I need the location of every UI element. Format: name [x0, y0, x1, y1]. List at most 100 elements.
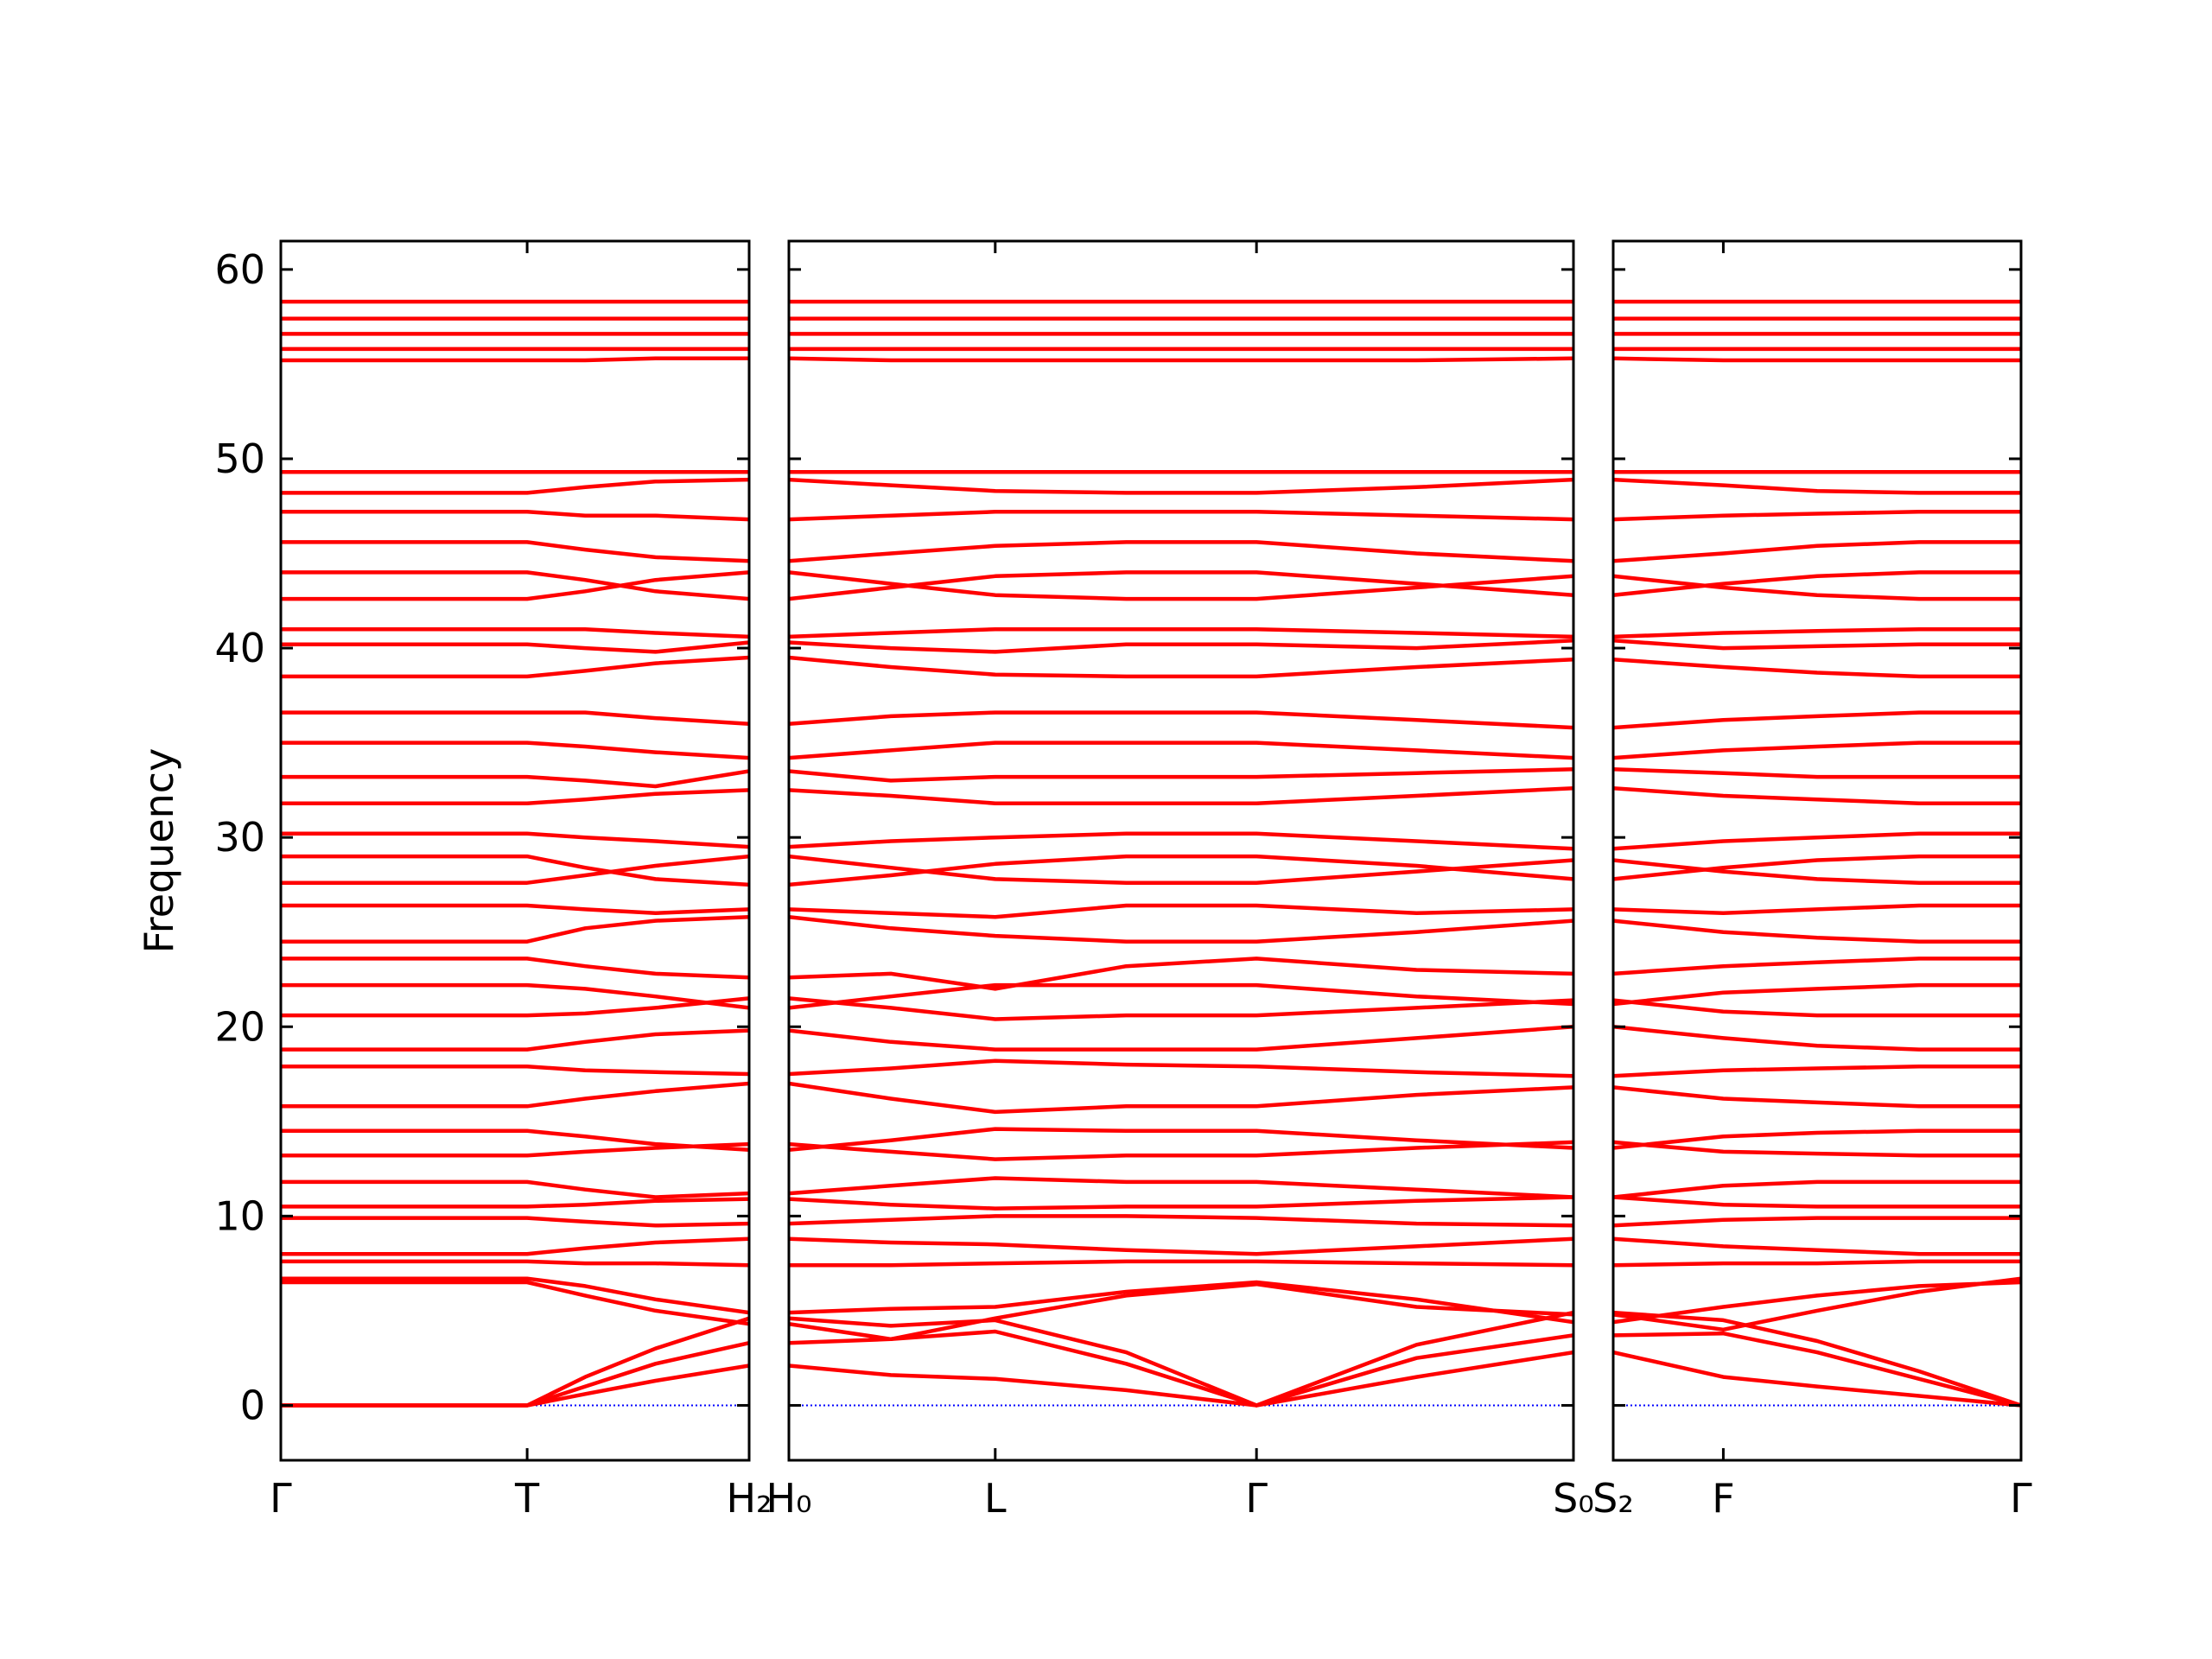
- x-tick-label: H₂: [726, 1475, 772, 1522]
- band-line: [281, 1316, 749, 1408]
- band-line: [1613, 1216, 2021, 1228]
- band-line: [789, 356, 1573, 363]
- band-line: [1613, 1310, 2021, 1408]
- band-line: [281, 626, 749, 639]
- y-tick-label: 0: [240, 1382, 265, 1428]
- band-line: [281, 1197, 749, 1209]
- y-axis-label: Frequency: [136, 748, 182, 954]
- x-tick-label: L: [984, 1475, 1007, 1522]
- band-line: [281, 788, 749, 805]
- plot-area: [1613, 299, 2021, 1408]
- band-line: [281, 903, 749, 916]
- plot-area: [789, 299, 1573, 1408]
- band-line: [789, 570, 1573, 601]
- band-line: [281, 570, 749, 601]
- band-line: [281, 1065, 749, 1077]
- band-line: [789, 710, 1573, 730]
- band-line: [281, 510, 749, 522]
- band-line: [1613, 1259, 2021, 1268]
- band-line: [1613, 1025, 2021, 1052]
- x-tick-label: T: [514, 1475, 540, 1522]
- band-line: [1613, 657, 2021, 679]
- band-line: [789, 510, 1573, 522]
- band-line: [1613, 639, 2021, 651]
- band-line: [789, 903, 1573, 919]
- band-line: [789, 1236, 1573, 1256]
- y-tick-label: 60: [214, 246, 265, 293]
- band-line: [789, 1176, 1573, 1199]
- band-line: [789, 1280, 1573, 1325]
- band-line: [789, 1214, 1573, 1228]
- band-line: [281, 710, 749, 726]
- band-line: [281, 854, 749, 887]
- band-line: [789, 785, 1573, 805]
- band-line: [281, 477, 749, 495]
- band-line: [1613, 477, 2021, 495]
- band-line: [1613, 510, 2021, 522]
- band-line: [789, 854, 1573, 885]
- band-line: [281, 957, 749, 980]
- axes-frame: [279, 239, 751, 1462]
- band-line: [1613, 570, 2021, 597]
- band-line: [1613, 998, 2021, 1018]
- band-line: [789, 831, 1573, 851]
- band-line: [789, 639, 1573, 654]
- x-tick-label: Γ: [1245, 1475, 1268, 1522]
- band-line: [1613, 1350, 2021, 1408]
- band-line: [789, 626, 1573, 639]
- band-line: [281, 831, 749, 849]
- y-tick-label: 40: [214, 625, 265, 671]
- band-line: [789, 1310, 1573, 1408]
- band-line: [789, 996, 1573, 1021]
- plot-area: [281, 299, 749, 1408]
- band-line: [789, 477, 1573, 495]
- band-line: [789, 767, 1573, 783]
- x-tick-label: S₀: [1553, 1475, 1594, 1522]
- band-line: [789, 957, 1573, 991]
- band-line: [789, 655, 1573, 679]
- band-line: [789, 1350, 1573, 1408]
- band-line: [789, 1081, 1573, 1115]
- band-line: [281, 996, 749, 1018]
- y-tick-label: 30: [214, 814, 265, 861]
- axes-frame: [787, 239, 1575, 1462]
- band-line: [281, 854, 749, 885]
- band-line: [789, 1058, 1573, 1078]
- x-tick-label: H₀: [766, 1475, 811, 1522]
- y-tick-label: 20: [214, 1003, 265, 1050]
- band-line: [281, 1280, 749, 1326]
- band-line: [1613, 957, 2021, 976]
- band-line: [789, 570, 1573, 601]
- band-line: [281, 1341, 749, 1408]
- band-line: [1613, 626, 2021, 639]
- x-tick-label: F: [1712, 1475, 1734, 1522]
- band-line: [1613, 1236, 2021, 1256]
- band-line: [1613, 1276, 2021, 1332]
- band-line: [281, 356, 749, 363]
- band-line: [1613, 1280, 2021, 1325]
- band-line: [1613, 903, 2021, 916]
- y-tick-label: 10: [214, 1192, 265, 1239]
- band-line: [1613, 540, 2021, 563]
- band-line: [281, 1128, 749, 1152]
- band-line: [1613, 982, 2021, 1007]
- band-line: [789, 540, 1573, 563]
- band-line: [1613, 356, 2021, 363]
- band-line: [789, 1195, 1573, 1211]
- band-line: [789, 1329, 1573, 1408]
- band-line: [281, 570, 749, 601]
- band-line: [789, 1025, 1573, 1052]
- band-line: [1613, 831, 2021, 851]
- band-line: [789, 914, 1573, 944]
- band-line: [281, 1363, 749, 1408]
- band-line: [1613, 785, 2021, 805]
- band-line: [1613, 858, 2021, 885]
- band-line: [1613, 741, 2021, 760]
- band-line: [1613, 1085, 2021, 1109]
- band-line: [281, 1028, 749, 1052]
- x-tick-label: Γ: [270, 1475, 292, 1522]
- band-line: [1613, 854, 2021, 881]
- band-line: [1613, 1331, 2021, 1408]
- band-line: [281, 914, 749, 944]
